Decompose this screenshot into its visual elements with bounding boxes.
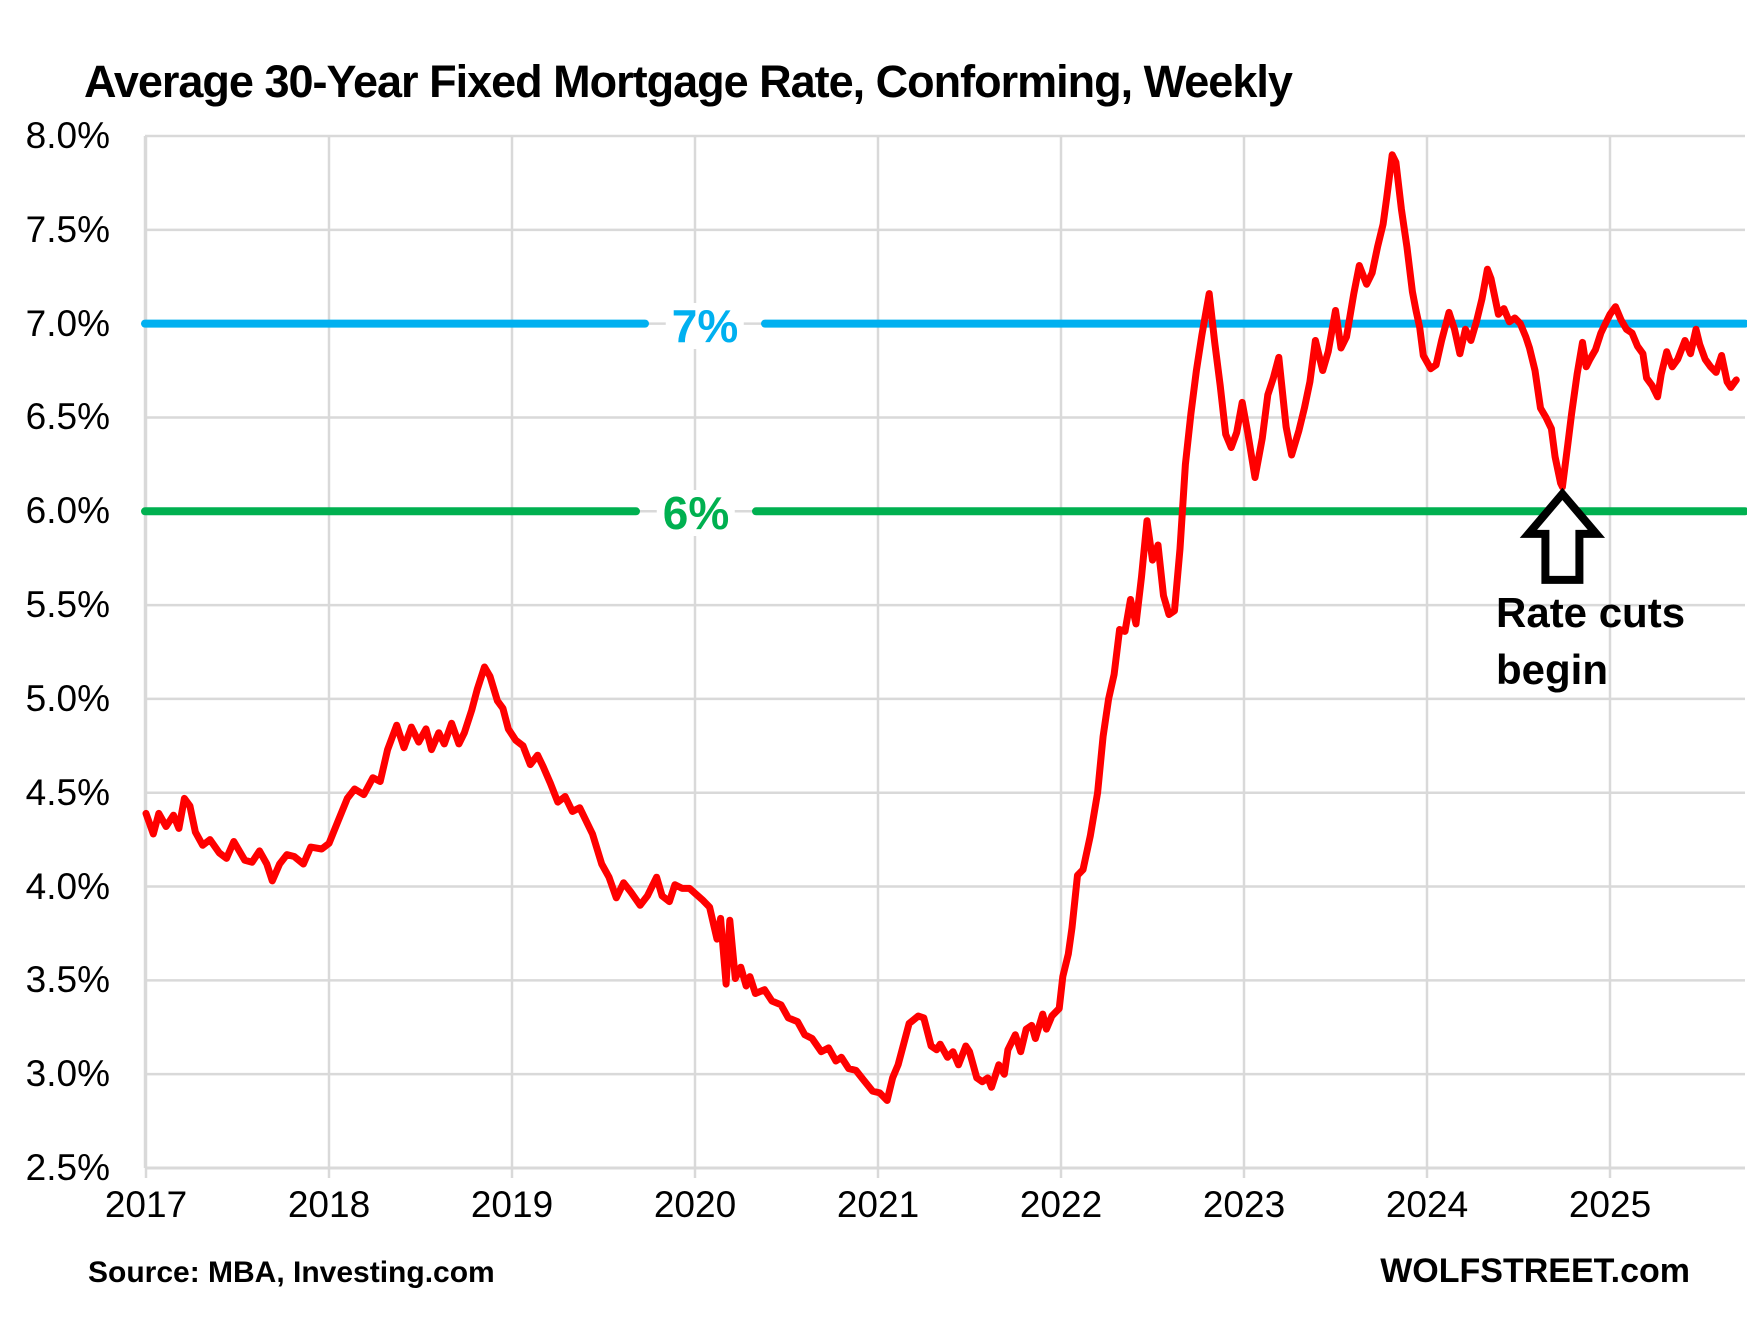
y-tick-label: 4.0% [25, 865, 110, 907]
y-tick-label: 3.5% [25, 959, 110, 1001]
x-tick-label: 2024 [1385, 1184, 1469, 1225]
y-tick-label: 2.5% [25, 1147, 110, 1188]
x-tick-label: 2023 [1202, 1184, 1286, 1225]
source-credit: Source: MBA, Investing.com [88, 1256, 495, 1289]
y-tick-label: 7.0% [25, 302, 110, 344]
x-tick-label: 2025 [1568, 1184, 1652, 1225]
x-tick-label: 2017 [104, 1184, 188, 1225]
x-tick-label: 2020 [653, 1184, 737, 1225]
annotation-line-1: Rate cuts [1496, 589, 1686, 636]
x-tick-label: 2019 [470, 1184, 554, 1225]
annotation-line-2: begin [1496, 646, 1608, 693]
y-tick-label: 6.0% [25, 490, 110, 532]
y-tick-label: 8.0% [25, 115, 110, 156]
chart-title: Average 30-Year Fixed Mortgage Rate, Con… [84, 56, 1293, 108]
x-tick-label: 2018 [287, 1184, 371, 1225]
y-tick-label: 4.5% [25, 771, 110, 813]
wolfstreet-branding: WOLFSTREET.com [1380, 1252, 1690, 1290]
y-tick-label: 6.5% [25, 396, 110, 438]
ref-label-6%: 6% [656, 490, 736, 537]
annotation-rate-cuts-begin: Rate cuts begin [1496, 584, 1685, 698]
up-arrow-icon [1519, 487, 1606, 584]
ref-label-7%: 7% [665, 302, 745, 349]
y-tick-label: 5.5% [25, 584, 110, 626]
y-tick-label: 5.0% [25, 677, 110, 719]
y-tick-label: 7.5% [25, 208, 110, 250]
y-tick-label: 3.0% [25, 1053, 110, 1095]
x-tick-label: 2021 [836, 1184, 920, 1225]
x-tick-label: 2022 [1019, 1184, 1103, 1225]
rate-series-line [142, 151, 1740, 1104]
